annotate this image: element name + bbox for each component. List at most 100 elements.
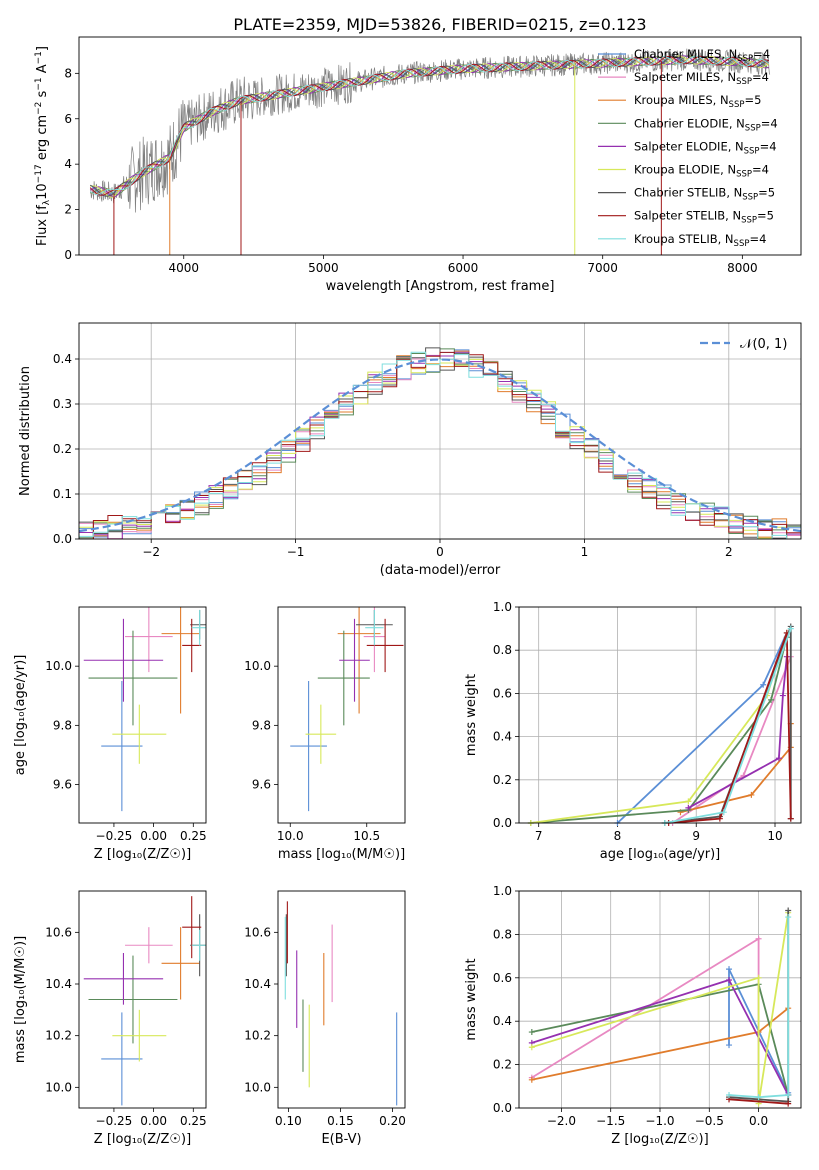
y-label-part: λ bbox=[42, 199, 52, 205]
y-label-part: ] bbox=[35, 46, 50, 51]
point-marker bbox=[726, 1042, 733, 1049]
y-tick-label: 10.4 bbox=[45, 977, 72, 991]
x-axis-label: Z [log₁₀(Z/Z☉)] bbox=[94, 847, 191, 862]
y-label-part: A bbox=[35, 64, 50, 77]
y-tick-label: 2 bbox=[64, 203, 72, 217]
legend-label: Salpeter ELODIE, NSSP=4 bbox=[634, 139, 777, 156]
legend-label: Chabrier STELIB, NSSP=5 bbox=[634, 186, 775, 203]
point-marker bbox=[785, 914, 792, 921]
y-tick-label: 10.2 bbox=[45, 1029, 72, 1043]
x-tick-label: 8 bbox=[614, 829, 622, 843]
y-tick-label: 4 bbox=[64, 157, 72, 171]
point-marker bbox=[685, 798, 692, 805]
legend-label-eq: =4 bbox=[749, 232, 766, 246]
point-marker bbox=[755, 935, 762, 942]
point-marker bbox=[528, 1029, 535, 1036]
x-tick-label: 8000 bbox=[727, 261, 758, 275]
point-marker bbox=[685, 804, 692, 811]
x-axis-label: Z [log₁₀(Z/Z☉)] bbox=[611, 1132, 708, 1147]
point-marker bbox=[726, 966, 733, 973]
series-line-chabrier-miles bbox=[616, 632, 788, 823]
legend-label-eq: =4 bbox=[760, 139, 777, 153]
legend-label-base: Chabrier STELIB, N bbox=[634, 186, 742, 200]
age-vs-metallicity-panel: −0.25 0.00 0.25 9.6 9.8 10.0 Z [log₁₀(Z/Z☉)] ag… bbox=[13, 606, 207, 862]
axes-frame bbox=[518, 890, 802, 1109]
legend-label-sub: SSP bbox=[745, 123, 761, 133]
y-tick-label: 0.4 bbox=[493, 1014, 512, 1028]
y-axis-label: mass weight bbox=[464, 674, 479, 756]
model-line-salpeter-stelib bbox=[89, 55, 770, 196]
gaussian-curve bbox=[79, 358, 801, 533]
point-marker bbox=[716, 815, 723, 822]
x-tick-label: 10.5 bbox=[353, 829, 380, 843]
y-tick-label: 0.8 bbox=[493, 643, 512, 657]
legend-label-base: Kroupa MILES, N bbox=[634, 93, 729, 107]
point-marker bbox=[785, 1091, 792, 1098]
point-marker bbox=[785, 1100, 792, 1107]
y-label-part: −17 bbox=[34, 164, 44, 183]
point-marker bbox=[787, 815, 794, 822]
x-tick-label: 2 bbox=[725, 545, 733, 559]
y-tick-label: 9.8 bbox=[252, 718, 271, 732]
point-marker bbox=[528, 1076, 535, 1083]
legend-label-sub: SSP bbox=[744, 146, 760, 156]
y-axis-label: Normed distribution bbox=[18, 366, 33, 496]
y-tick-label: 0.0 bbox=[493, 1101, 512, 1115]
mass-weight-vs-age-panel: 7 8 9 10 0.0 0.2 0.4 0.6 0.8 1.0 age [log₁₀(age/yr… bbox=[464, 600, 802, 862]
series-line-kroupa-elodie bbox=[531, 912, 790, 1104]
model-line-kroupa-stelib bbox=[89, 55, 770, 195]
series-line-salpeter-stelib bbox=[668, 632, 792, 823]
y-tick-label: 10.2 bbox=[244, 1029, 271, 1043]
axes-frame bbox=[78, 890, 207, 1109]
y-label-part: 10 bbox=[35, 183, 50, 200]
mass-weight-vs-metallicity-panel: −2.0 −1.5 −1.0 −0.5 0.0 0.0 0.2 0.4 0.6 0.8 1.0 Z [… bbox=[464, 884, 802, 1147]
legend-label-base: Chabrier MILES, N bbox=[634, 47, 737, 61]
axes-frame bbox=[277, 606, 406, 824]
x-tick-label: −0.5 bbox=[695, 1114, 724, 1128]
histogram-kroupa-stelib bbox=[79, 351, 801, 539]
spectrum-panel: 4000 5000 6000 7000 8000 0 2 4 6 8 wavelength [Ang… bbox=[34, 36, 802, 294]
legend-label: Salpeter STELIB, NSSP=5 bbox=[634, 209, 774, 226]
x-tick-label: 0.00 bbox=[140, 1114, 167, 1128]
legend-label-sub: SSP bbox=[741, 216, 757, 226]
point-marker bbox=[755, 974, 762, 981]
legend-label: Salpeter MILES, NSSP=4 bbox=[634, 70, 769, 87]
legend-label: Chabrier MILES, NSSP=4 bbox=[634, 47, 770, 64]
series-line-chabrier-elodie bbox=[530, 636, 788, 823]
point-marker bbox=[528, 1044, 535, 1051]
legend-label-eq: =5 bbox=[758, 186, 775, 200]
legend-label-eq: =5 bbox=[744, 93, 761, 107]
model-line-chabrier-elodie bbox=[90, 55, 770, 195]
axes-frame bbox=[518, 606, 802, 824]
y-label-part: −1 bbox=[34, 51, 44, 64]
y-tick-label: 0.2 bbox=[493, 773, 512, 787]
age-vs-mass-panel: 10.0 10.5 9.6 9.8 10.0 mass [log₁₀(M/M☉)] bbox=[244, 606, 406, 862]
series-line-chabrier-stelib bbox=[664, 626, 792, 823]
legend-label-sub: SSP bbox=[734, 239, 750, 249]
y-axis-label: Flux [fλ10−17 erg cm−2 s−1 A−1] bbox=[34, 46, 52, 246]
point-marker bbox=[755, 1094, 762, 1101]
figure-title: PLATE=2359, MJD=53826, FIBERID=0215, z=0… bbox=[233, 15, 646, 34]
x-tick-label: −1 bbox=[287, 545, 305, 559]
legend-label: Kroupa MILES, NSSP=5 bbox=[634, 93, 761, 110]
x-tick-label: 0.25 bbox=[180, 829, 207, 843]
point-marker bbox=[775, 755, 782, 762]
point-marker bbox=[779, 692, 786, 699]
mass-vs-metallicity-panel: −0.25 0.00 0.25 10.0 10.2 10.4 10.6 Z [log₁₀(Z/… bbox=[13, 890, 207, 1147]
legend-label-sub: SSP bbox=[737, 54, 753, 64]
x-tick-label: 0.10 bbox=[275, 1114, 302, 1128]
x-tick-label: 0.25 bbox=[180, 1114, 207, 1128]
x-tick-label: 1 bbox=[581, 545, 589, 559]
y-label-part: erg cm bbox=[35, 115, 50, 164]
y-tick-label: 0.3 bbox=[53, 397, 72, 411]
legend-label-sub: SSP bbox=[742, 193, 758, 203]
y-tick-label: 0.8 bbox=[493, 927, 512, 941]
point-marker bbox=[748, 791, 755, 798]
y-label-part: s bbox=[35, 90, 50, 101]
y-tick-label: 0.4 bbox=[493, 730, 512, 744]
y-tick-label: 0 bbox=[64, 248, 72, 262]
model-line-chabrier-stelib bbox=[89, 55, 770, 197]
axes-frame bbox=[78, 606, 207, 824]
point-marker bbox=[726, 976, 733, 983]
